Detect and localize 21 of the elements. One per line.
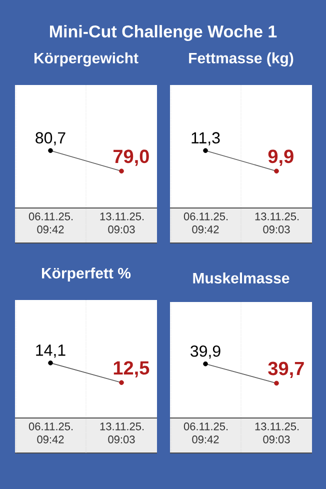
- data-label: 80,7: [36, 132, 66, 146]
- x-tick-label: 13.11.25. 09:03: [255, 212, 299, 234]
- x-tick-label: 06.11.25. 09:42: [184, 422, 228, 444]
- x-tick-label: 13.11.25. 09:03: [100, 212, 144, 234]
- x-tick-label: 06.11.25. 09:42: [184, 212, 228, 234]
- x-tick-label: 06.11.25. 09:42: [28, 422, 73, 444]
- chart-title: Muskelmasse: [193, 272, 290, 284]
- text: Mini-Cut Challenge Woche 1: [50, 25, 277, 41]
- data-label: 12,5: [114, 361, 150, 378]
- chart-title: Körperfett %: [42, 267, 131, 282]
- x-tick-label: 13.11.25. 09:03: [255, 422, 299, 444]
- data-label: 11,3: [192, 132, 220, 146]
- data-label: 9,9: [268, 150, 294, 166]
- data-label: 39,9: [190, 345, 220, 359]
- data-label: 79,0: [114, 150, 149, 166]
- data-label: 39,7: [268, 362, 304, 378]
- x-tick-label: 13.11.25. 09:03: [100, 422, 144, 444]
- data-label: 14,1: [36, 344, 66, 358]
- x-tick-label: 06.11.25. 09:42: [28, 212, 73, 234]
- chart-title: Fettmasse (kg): [189, 52, 294, 66]
- chart-title: Körpergewicht: [34, 52, 138, 66]
